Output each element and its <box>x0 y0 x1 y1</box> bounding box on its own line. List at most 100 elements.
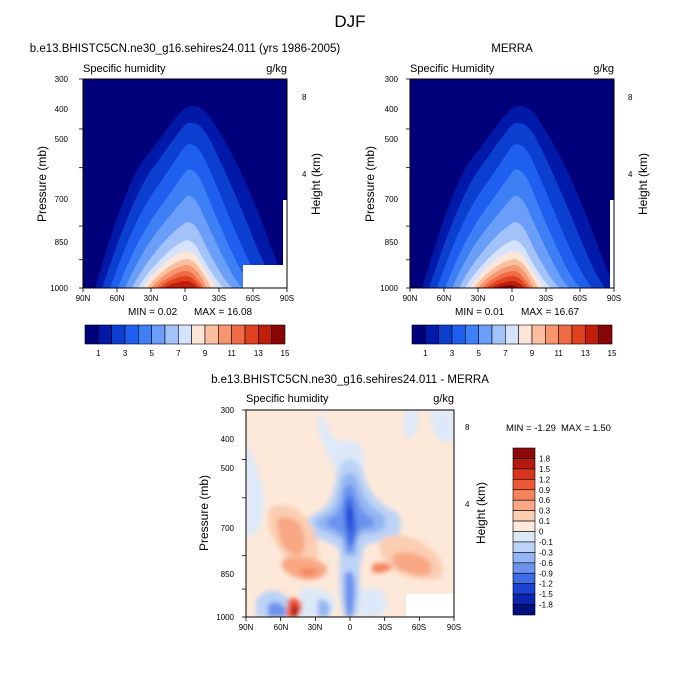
colorbar-swatch <box>571 324 586 345</box>
contour-field <box>83 79 287 288</box>
left-string: Specific humidity <box>246 393 329 405</box>
y-tick-label: 400 <box>385 105 399 114</box>
y-tick-label: 700 <box>55 195 69 204</box>
max-label: MAX = 16.67 <box>521 307 580 318</box>
min-label: MIN = 0.02 <box>128 307 178 318</box>
colorbar-swatch <box>271 324 286 345</box>
colorbar-swatch <box>598 324 613 345</box>
right-string: g/kg <box>593 63 614 75</box>
colorbar-swatch <box>512 552 536 564</box>
colorbar-swatch <box>558 324 573 345</box>
y-tick-label: 1000 <box>50 284 68 293</box>
x-axis: 90N 60N 30N 0 30S 60S 90S <box>76 294 294 303</box>
x-tick-label: 0 <box>510 294 515 303</box>
colorbar-label: 15 <box>281 349 290 358</box>
max-label: MAX = 16.08 <box>194 307 253 318</box>
colorbar: 1.8 1.51.2 0.90.6 0.30.1 0-0.1-0.3 -0.6-0.9 -1… <box>512 447 553 616</box>
colorbar-label: 1.2 <box>539 475 551 484</box>
x-tick-label: 30S <box>539 294 553 303</box>
colorbar-swatch <box>512 479 536 491</box>
colorbar-label: 11 <box>228 349 237 358</box>
colorbar-label: 1 <box>96 349 101 358</box>
colorbar-label: 7 <box>503 349 508 358</box>
colorbar-swatch <box>124 324 139 345</box>
height-axis-label: Height (km) <box>636 153 650 215</box>
min-label: MIN = -1.29 <box>506 423 556 434</box>
height-tick-label: 8 <box>302 93 307 102</box>
panel-title: b.e13.BHISTC5CN.ne30_g16.sehires24.011 (… <box>30 43 341 55</box>
colorbar-swatch <box>178 324 192 345</box>
y-tick-label: 850 <box>221 570 235 579</box>
left-string: Specific Humidity <box>410 63 495 75</box>
colorbar-label: 1 <box>423 349 428 358</box>
colorbar-swatch <box>512 499 536 511</box>
colorbar-label: -0.3 <box>539 548 553 557</box>
colorbar-label: 13 <box>254 349 263 358</box>
y-tick-label: 500 <box>385 135 399 144</box>
colorbar-swatch <box>164 324 179 345</box>
colorbar-swatch <box>151 324 166 345</box>
svg-text:300: 300 <box>55 75 69 84</box>
panel-title: MERRA <box>491 43 533 55</box>
height-tick-label: 4 <box>465 500 470 509</box>
x-tick-label: 30N <box>471 294 486 303</box>
y-axis-label: Pressure (mb) <box>35 146 49 222</box>
colorbar-swatch <box>512 562 536 574</box>
panel-merra: MERRA Specific Humidity g/kg 300 400 500… <box>363 43 650 358</box>
x-tick-label: 90S <box>280 294 294 303</box>
colorbar-label: 1.8 <box>539 454 551 463</box>
panel-title: b.e13.BHISTC5CN.ne30_g16.sehires24.011 -… <box>211 374 489 386</box>
colorbar-label: 11 <box>555 349 564 358</box>
colorbar-swatch <box>491 324 506 345</box>
colorbar-swatch <box>138 324 152 345</box>
colorbar-swatch <box>512 541 536 553</box>
colorbar-label: 9 <box>530 349 535 358</box>
colorbar-swatch <box>244 324 259 345</box>
x-tick-label: 60S <box>412 623 426 632</box>
colorbar-label: 7 <box>176 349 181 358</box>
colorbar-swatch <box>438 324 453 345</box>
y-axis: 300 400 500 700 850 1000 <box>50 75 68 293</box>
height-axis-label: Height (km) <box>309 153 323 215</box>
left-string: Specific humidity <box>83 63 166 75</box>
colorbar-swatch <box>512 604 536 616</box>
colorbar-swatch <box>478 324 493 345</box>
colorbar-swatch <box>512 510 536 522</box>
x-tick-label: 30S <box>378 623 392 632</box>
colorbar-swatch <box>218 324 232 345</box>
x-tick-label: 30S <box>212 294 226 303</box>
x-tick-label: 90N <box>76 294 91 303</box>
contour-field <box>410 79 614 288</box>
colorbar-swatch <box>505 324 519 345</box>
colorbar-label: 1.5 <box>539 465 551 474</box>
colorbar-swatch <box>531 324 546 345</box>
y-tick-label: 1000 <box>216 613 234 622</box>
colorbar-label: 15 <box>608 349 617 358</box>
height-tick-label: 8 <box>628 93 633 102</box>
x-tick-label: 90N <box>403 294 418 303</box>
colorbar-swatch <box>425 324 439 345</box>
y-tick-label: 300 <box>221 406 235 415</box>
height-tick-label: 8 <box>465 423 470 432</box>
height-tick-label: 4 <box>628 170 633 179</box>
colorbar-label: 5 <box>149 349 154 358</box>
colorbar-swatch <box>512 572 536 584</box>
colorbar-swatch <box>465 324 479 345</box>
colorbar-label: 13 <box>581 349 590 358</box>
contour-field <box>246 410 454 617</box>
colorbar-swatch <box>512 489 536 501</box>
right-string: g/kg <box>433 393 454 405</box>
y-axis-label: Pressure (mb) <box>363 146 377 222</box>
y-tick-label: 400 <box>55 105 69 114</box>
x-tick-label: 60S <box>246 294 260 303</box>
y-tick-label: 700 <box>221 524 235 533</box>
colorbar-swatch <box>512 468 536 480</box>
colorbar-label: -1.8 <box>539 601 553 610</box>
colorbar-label: 0.6 <box>539 496 551 505</box>
y-tick-label: 500 <box>221 464 235 473</box>
colorbar-swatch <box>258 324 272 345</box>
colorbar-label: 0.1 <box>539 517 551 526</box>
colorbar-swatch <box>512 583 536 595</box>
panel-difference: b.e13.BHISTC5CN.ne30_g16.sehires24.011 -… <box>197 374 611 632</box>
colorbar-swatch <box>111 324 126 345</box>
